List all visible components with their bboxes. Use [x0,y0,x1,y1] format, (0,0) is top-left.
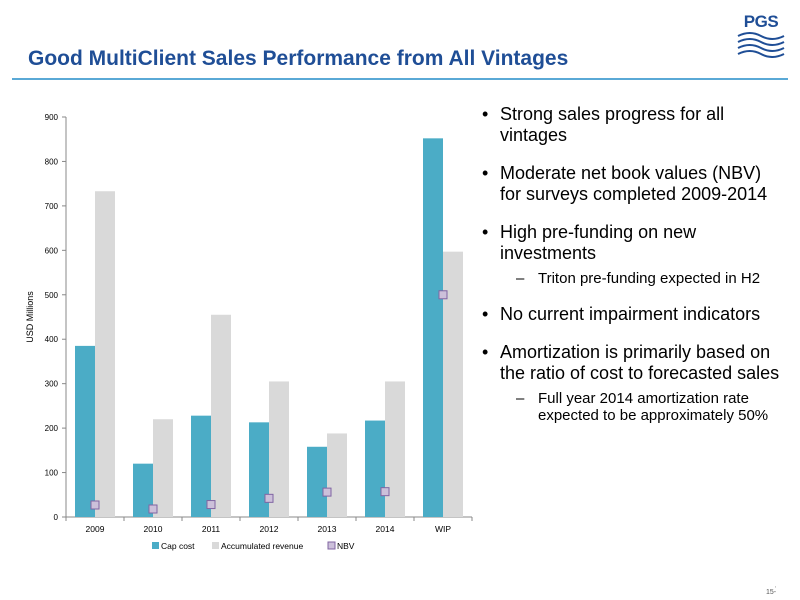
accumulated-revenue-bar [385,381,405,517]
cap-cost-bar [75,345,95,517]
accumulated-revenue-bar [95,191,115,517]
cap-cost-bar [307,446,327,517]
nbv-marker [380,487,390,497]
bullet-item: Moderate net book values (NBV) for surve… [478,163,783,205]
y-axis-label: USD Millions [25,291,35,343]
y-tick-label: 800 [45,157,59,166]
legend-label: Cap cost [161,541,195,551]
accumulated-revenue-bar [443,251,463,517]
legend-swatch [212,542,219,549]
x-tick-label: WIP [435,524,451,534]
y-tick-label: 500 [45,291,59,300]
cap-cost-bar [249,422,269,517]
nbv-marker [148,504,158,514]
bullet-text: Amortization is primarily based on the r… [500,342,780,383]
x-tick-label: 2014 [376,524,395,534]
sales-performance-chart: 0 100 200 300 400 500 600 700 800 900 USD Millions… [25,113,473,551]
y-tick-label: 400 [45,335,59,344]
logo-waves-icon [737,32,785,58]
accumulated-revenue-bar [211,314,231,517]
legend-label: Accumulated revenue [221,541,303,551]
x-tick-label: 2009 [86,524,105,534]
page-marker: , [775,583,777,589]
accumulated-revenue-bar [269,381,289,517]
bullet-text: No current impairment indicators [500,304,761,324]
y-tick-label: 0 [54,513,59,522]
title-divider [12,78,788,80]
legend-swatch [152,542,159,549]
y-tick-label: 600 [45,246,59,255]
x-tick-label: 2010 [144,524,163,534]
y-tick-label: 900 [45,113,59,122]
sub-bullet-list: Triton pre-funding expected in H2 [500,270,783,287]
nbv-marker [322,487,332,497]
x-tick-label: 2012 [260,524,279,534]
bullet-text: High pre-funding on new investments [500,222,697,263]
y-tick-label: 200 [45,424,59,433]
nbv-marker [438,290,448,300]
legend-swatch [327,541,336,550]
y-tick-label: 700 [45,202,59,211]
sub-bullet-item: Full year 2014 amortization rate expecte… [500,390,783,424]
page-number: 15- [766,589,777,596]
cap-cost-bar [191,415,211,517]
bullet-list: Strong sales progress for all vintages Mo… [478,104,783,441]
y-tick-label: 300 [45,380,59,389]
x-tick-label: 2011 [202,524,221,534]
accumulated-revenue-bar [327,433,347,517]
bullet-item: Strong sales progress for all vintages [478,104,783,146]
nbv-marker [90,500,100,510]
bullet-item: Amortization is primarily based on the r… [478,342,783,424]
x-tick-label: 2013 [318,524,337,534]
y-tick-label: 100 [45,469,59,478]
nbv-marker [264,493,274,503]
accumulated-revenue-bar [153,419,173,517]
slide-title: Good MultiClient Sales Performance from … [28,47,569,70]
nbv-marker [206,500,216,510]
bullet-text: Strong sales progress for all vintages [500,104,725,145]
bullet-item: High pre-funding on new investments Trito… [478,222,783,287]
sub-bullet-item: Triton pre-funding expected in H2 [500,270,783,287]
logo-text: PGS [743,12,779,31]
cap-cost-bar [423,138,443,518]
legend-label: NBV [337,541,355,551]
cap-cost-bar [133,463,153,517]
bullet-item: No current impairment indicators [478,304,783,325]
bullet-text: Moderate net book values (NBV) for surve… [500,163,768,204]
pgs-logo: PGS [734,10,788,58]
sub-bullet-list: Full year 2014 amortization rate expecte… [500,390,783,424]
cap-cost-bar [365,420,385,517]
